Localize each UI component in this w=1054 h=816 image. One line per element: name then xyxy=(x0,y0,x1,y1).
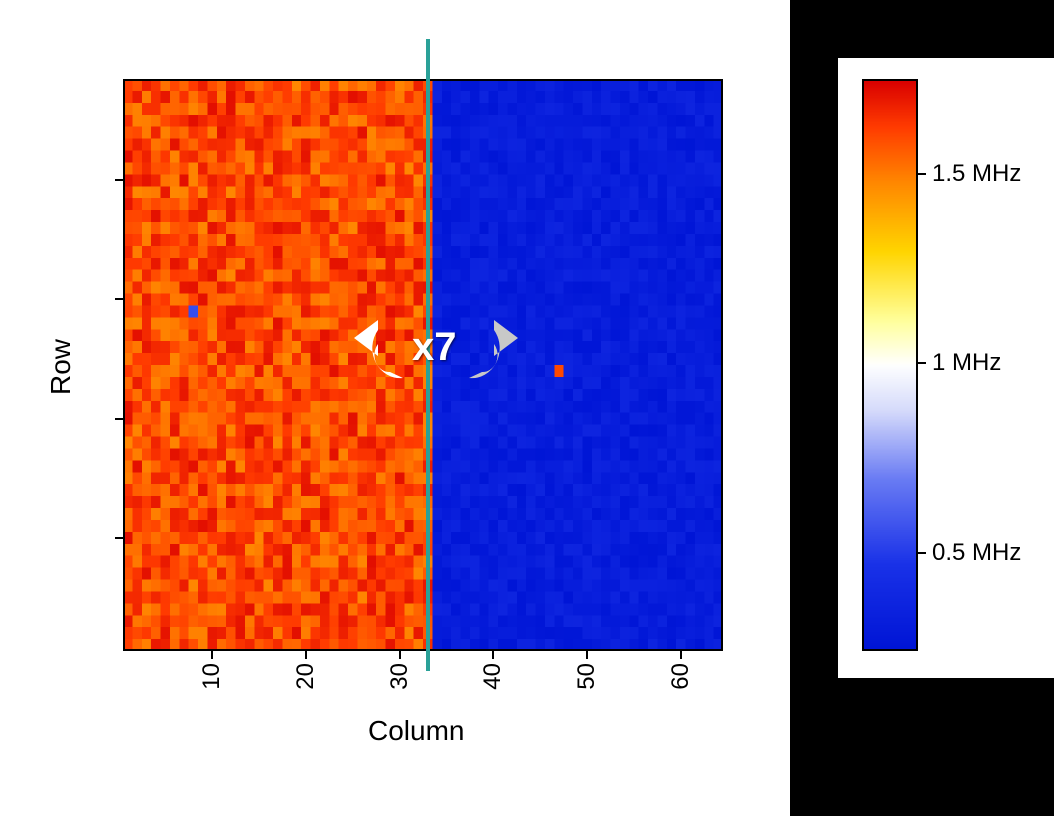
figure-root: 102030405060 10203040 Column Row 0.5 MHz… xyxy=(0,0,1054,816)
colorbar-tick-label: 0.5 MHz xyxy=(932,539,1021,567)
x-tick-label: 60 xyxy=(667,663,695,690)
x-axis-label: Column xyxy=(368,715,464,747)
y-tick-mark xyxy=(115,537,123,539)
x-tick-mark xyxy=(492,651,494,659)
x-tick-mark xyxy=(399,651,401,659)
x-tick-label: 30 xyxy=(386,663,414,690)
colorbar-tick-mark xyxy=(918,173,926,175)
y-tick-mark xyxy=(115,418,123,420)
x-tick-mark xyxy=(680,651,682,659)
x-tick-label: 50 xyxy=(573,663,601,690)
y-tick-mark xyxy=(115,179,123,181)
x-tick-mark xyxy=(586,651,588,659)
x-tick-label: 40 xyxy=(479,663,507,690)
colorbar-tick-label: 1 MHz xyxy=(932,349,1001,377)
y-axis-label: Row xyxy=(45,339,77,395)
rotate-arrow-left-icon xyxy=(348,318,412,388)
colorbar xyxy=(862,79,918,651)
colorbar-tick-mark xyxy=(918,362,926,364)
y-tick-mark xyxy=(115,298,123,300)
x-tick-mark xyxy=(305,651,307,659)
x-tick-mark xyxy=(211,651,213,659)
colorbar-tick-mark xyxy=(918,552,926,554)
colorbar-gradient xyxy=(862,79,918,651)
colorbar-tick-label: 1.5 MHz xyxy=(932,160,1021,188)
overlay-multiplier-label: x7 xyxy=(412,325,457,370)
rotate-arrow-right-icon xyxy=(460,318,524,388)
x-tick-label: 20 xyxy=(292,663,320,690)
x-tick-label: 10 xyxy=(198,663,226,690)
